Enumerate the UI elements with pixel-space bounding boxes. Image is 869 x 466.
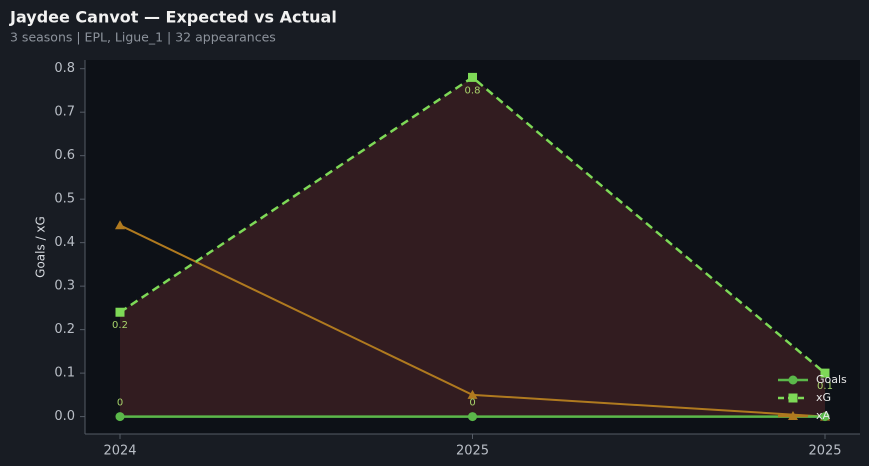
- area-fill: [120, 77, 825, 417]
- y-axis-label: Goals / xG: [34, 216, 48, 278]
- data-label: 0.2: [112, 320, 128, 331]
- x-tick-label: 2024: [103, 444, 136, 459]
- y-tick-label: 0.7: [54, 105, 75, 120]
- y-tick-label: 0.2: [54, 322, 75, 337]
- point: [467, 389, 478, 399]
- y-tick-label: 0.1: [54, 366, 75, 381]
- data-label: 0.8: [465, 85, 481, 96]
- y-tick-label: 0.3: [54, 279, 75, 294]
- legend-label: xG: [816, 391, 831, 404]
- y-tick-label: 0.0: [54, 409, 75, 424]
- legend-marker: [788, 375, 798, 385]
- point: [820, 412, 830, 422]
- chart-title: Jaydee Canvot — Expected vs Actual: [9, 8, 337, 27]
- y-tick-label: 0.4: [54, 235, 75, 250]
- legend-marker: [788, 393, 798, 403]
- x-tick-label: 2025: [808, 444, 841, 459]
- point: [468, 412, 477, 422]
- legend-label: Goals: [816, 373, 847, 386]
- legend-marker: [788, 411, 798, 420]
- y-tick-label: 0.5: [54, 192, 75, 207]
- x-tick-label: 2025: [456, 444, 489, 459]
- data-label: 0: [469, 398, 475, 409]
- y-tick-label: 0.8: [54, 61, 75, 76]
- y-tick-label: 0.6: [54, 148, 75, 163]
- point: [115, 307, 125, 317]
- point: [115, 412, 125, 422]
- data-label: 0: [117, 398, 123, 409]
- point: [468, 72, 477, 82]
- point: [820, 368, 830, 378]
- chart-subtitle: 3 seasons | EPL, Ligue_1 | 32 appearance…: [10, 30, 276, 45]
- data-label: 0.1: [817, 381, 833, 392]
- legend-label: xA: [816, 409, 831, 422]
- point: [115, 220, 125, 230]
